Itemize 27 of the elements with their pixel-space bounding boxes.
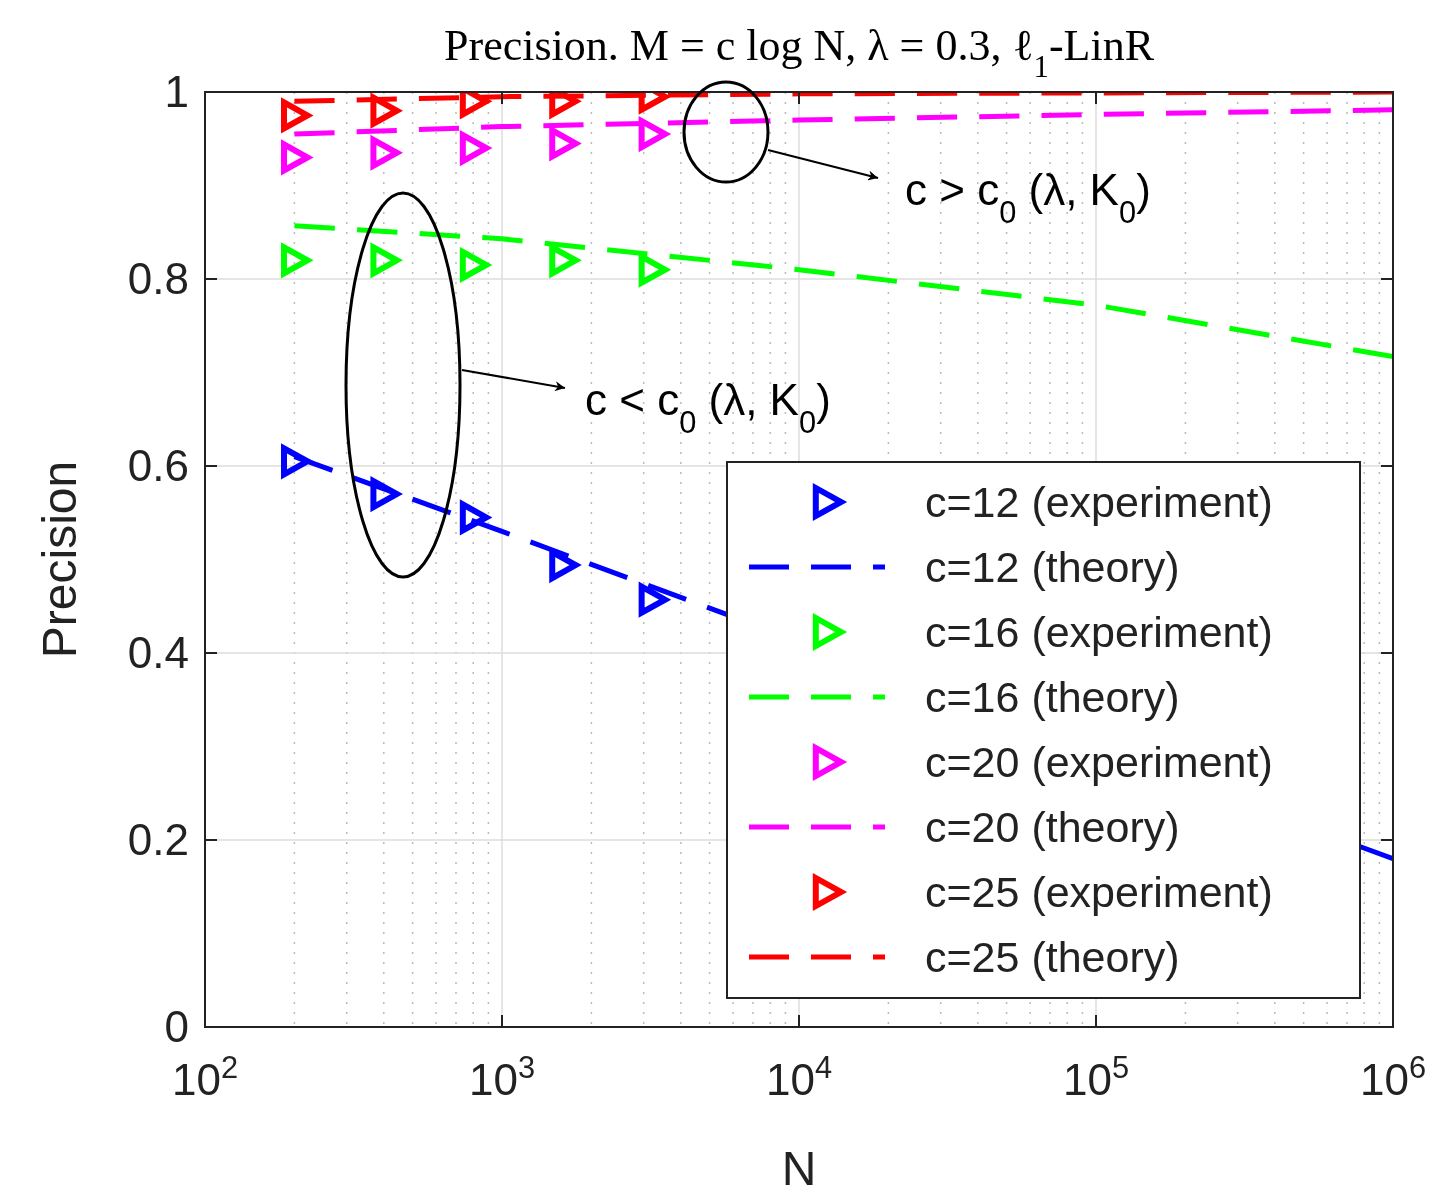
point <box>638 116 671 153</box>
x-axis-title: N <box>781 1142 817 1195</box>
x-tick-label: 10$^{4}$ <box>765 1049 833 1104</box>
y-tick-label: 1 <box>164 67 189 116</box>
legend-label: c=16 (theory) <box>925 673 1180 721</box>
x-tick-label: 10$^{5}$ <box>1062 1049 1130 1104</box>
legend-label: c=16 (experiment) <box>925 608 1273 656</box>
legend-label: c=25 (theory) <box>925 933 1180 981</box>
legend-label: c=12 (theory) <box>925 543 1180 591</box>
legend-label: c=25 (experiment) <box>925 868 1273 916</box>
x-tick-label: 10$^{3}$ <box>468 1049 536 1104</box>
legend-label: c=20 (experiment) <box>925 738 1273 786</box>
y-axis-title: Precision <box>33 460 86 659</box>
y-tick-label: 0.2 <box>127 815 189 864</box>
chart-title: Precision. M = c log N, λ = 0.3, ℓ$_{1}$-LinR <box>444 21 1155 84</box>
legend-label: c=12 (experiment) <box>925 478 1273 526</box>
point <box>638 253 671 288</box>
annotation: c < c$_{0}$ (λ, K$_{0}$) <box>585 375 831 440</box>
legend-label: c=20 (theory) <box>925 803 1180 851</box>
point <box>638 581 671 618</box>
y-tick-label: 0.4 <box>127 628 189 677</box>
annotation: c > c$_{0}$ (λ, K$_{0}$) <box>905 165 1151 230</box>
y-tick-label: 0 <box>164 1002 189 1051</box>
y-tick-label: 0.6 <box>127 441 189 490</box>
y-tick-label: 0.8 <box>127 254 189 303</box>
x-tick-label: 10$^{6}$ <box>1359 1049 1427 1104</box>
x-tick-label: 10$^{2}$ <box>171 1049 239 1104</box>
